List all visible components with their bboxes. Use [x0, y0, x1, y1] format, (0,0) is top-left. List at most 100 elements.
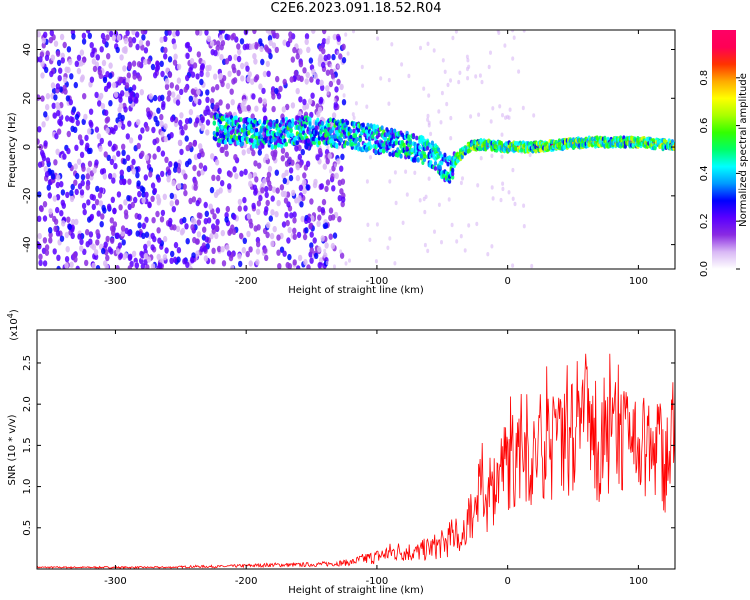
heatmap-cell — [287, 226, 292, 234]
heatmap-cell — [336, 78, 341, 86]
heatmap-cell — [169, 200, 174, 207]
heatmap-cell — [572, 142, 574, 145]
heatmap-cell — [150, 263, 156, 269]
heatmap-cell — [346, 141, 350, 146]
heatmap-cell — [47, 192, 52, 199]
heatmap-cell — [176, 94, 181, 101]
heatmap-cell — [219, 44, 224, 51]
heatmap-cell — [241, 247, 246, 254]
heatmap-cell — [211, 174, 216, 181]
heatmap-cell — [69, 73, 74, 80]
heatmap-cell — [97, 192, 103, 199]
heatmap-cell — [275, 122, 279, 128]
heatmap-cell — [37, 215, 42, 222]
heatmap-cell — [305, 71, 310, 79]
heatmap-cell — [37, 191, 42, 198]
heatmap-cell — [124, 213, 129, 220]
heatmap-cell — [323, 222, 329, 229]
heatmap-cell — [39, 205, 44, 213]
snr-panel: -300 -200 -100 0 100 0.5 1.0 1.5 2.0 2.5 Height … — [6, 309, 676, 596]
heatmap-cell — [317, 147, 323, 155]
heatmap-cell — [245, 250, 250, 258]
heatmap-cell — [333, 163, 337, 168]
heatmap-cell — [284, 151, 289, 159]
heatmap-cell — [131, 37, 137, 44]
heatmap-cell — [306, 264, 311, 269]
heatmap-cell — [440, 160, 444, 166]
heatmap-cell — [197, 98, 202, 106]
colorbar-tick-label: 0.2 — [699, 213, 710, 229]
heatmap-cell — [422, 153, 427, 159]
heatmap-cell — [211, 223, 216, 230]
heatmap-cell — [298, 184, 304, 191]
heatmap-cell — [292, 217, 297, 224]
heatmap-cell — [325, 179, 331, 186]
heatmap-cell — [265, 231, 270, 239]
heatmap-cell — [239, 38, 245, 45]
heatmap-cell — [294, 135, 298, 141]
heatmap-cell — [107, 140, 113, 147]
heatmap-cell — [512, 35, 516, 40]
heatmap-cell — [117, 242, 123, 249]
heatmap-cell — [322, 163, 327, 170]
heatmap-cell — [138, 39, 144, 46]
heatmap-cell — [248, 43, 254, 50]
heatmap-cell — [136, 60, 142, 68]
heatmap-cell — [125, 154, 131, 161]
heatmap-cell — [315, 154, 320, 161]
heatmap-cell — [394, 200, 398, 206]
heatmap-cell — [246, 230, 251, 238]
heatmap-cell — [273, 144, 278, 150]
heatmap-cell — [295, 163, 300, 170]
heatmap-cell — [144, 231, 150, 238]
heatmap-cell — [284, 116, 288, 122]
heatmap-cell — [183, 124, 188, 131]
heatmap-cell — [317, 106, 323, 114]
y-tick-label: 0 — [22, 144, 33, 150]
heatmap-cell — [422, 157, 427, 163]
heatmap-cell — [303, 123, 307, 129]
heatmap-cell — [75, 119, 81, 127]
heatmap-cell — [313, 178, 318, 186]
heatmap-cell — [262, 106, 267, 113]
y-tick-label: 40 — [22, 43, 33, 56]
heatmap-cell — [119, 169, 125, 176]
heatmap-cell — [232, 166, 237, 173]
heatmap-cell — [79, 238, 84, 245]
heatmap-cell — [306, 216, 312, 224]
heatmap-cell — [210, 257, 216, 265]
heatmap-cell — [101, 168, 107, 175]
heatmap-cell — [81, 38, 87, 45]
heatmap-cell — [120, 230, 125, 237]
heatmap-cell — [154, 66, 159, 73]
heatmap-cell — [451, 171, 455, 177]
heatmap-cell — [232, 77, 238, 84]
heatmap-cell — [302, 233, 308, 241]
x-tick-label: -300 — [104, 276, 127, 287]
heatmap-cell — [303, 259, 308, 266]
heatmap-cell — [141, 34, 146, 41]
heatmap-cell — [336, 35, 341, 42]
heatmap-cell — [56, 59, 62, 67]
heatmap-cell — [511, 30, 515, 33]
heatmap-cell — [215, 218, 220, 226]
heatmap-cell — [127, 229, 132, 237]
heatmap-cell — [262, 70, 268, 78]
heatmap-cell — [295, 140, 299, 146]
y-tick-label: 1.5 — [22, 437, 33, 453]
heatmap-cell — [302, 172, 307, 179]
heatmap-cell — [111, 34, 117, 41]
heatmap-cell — [215, 207, 221, 214]
heatmap-cell — [344, 32, 348, 37]
heatmap-cell — [55, 50, 61, 57]
heatmap-cell — [388, 151, 392, 157]
heatmap-cell — [110, 196, 116, 203]
colorbar-tick-label: 0.6 — [699, 118, 710, 134]
heatmap-cell — [308, 121, 312, 126]
x-tick-label: 100 — [629, 576, 648, 587]
heatmap-cell — [271, 105, 276, 113]
heatmap-cell — [224, 150, 229, 157]
heatmap-cell — [437, 147, 441, 153]
heatmap-cell — [443, 152, 447, 158]
heatmap-cell — [148, 171, 153, 178]
